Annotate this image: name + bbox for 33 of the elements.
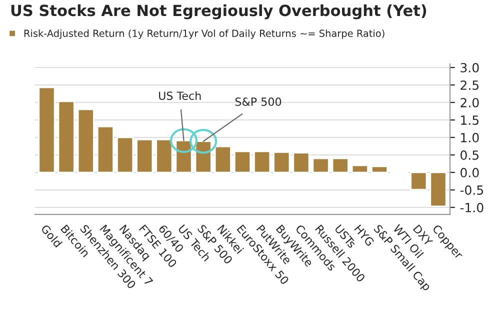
y-tick-label: 1.0 (461, 132, 479, 142)
annotation: S&P 500 (235, 98, 282, 106)
bar (410, 172, 428, 190)
bar (116, 136, 134, 174)
bar (254, 150, 271, 174)
y-tick-label: 3.0 (460, 62, 479, 72)
y-tick-label: 2.0 (460, 98, 479, 108)
bar (292, 152, 310, 174)
y-tick-label: 0.5 (460, 150, 479, 160)
bar (214, 146, 232, 174)
bar (77, 108, 94, 174)
bar (351, 164, 368, 174)
legend-label: Risk-Adjusted Return (1y Return/1yr Vol of Daily Returns ~= Sharpe Ratio) (24, 29, 384, 39)
bar (175, 140, 192, 174)
chart-title: US Stocks Are Not Egregiously Overbought (Yet) (11, 4, 426, 20)
bar (38, 86, 56, 174)
bar (234, 150, 252, 174)
bar (273, 151, 290, 174)
bar (156, 138, 173, 174)
y-tick-label: 2.5 (460, 80, 479, 90)
bar (371, 166, 388, 174)
bar (136, 138, 154, 174)
bar (58, 100, 75, 174)
y-tick-label: 1.5 (461, 116, 479, 125)
bar (194, 140, 212, 174)
annotation: US Tech (159, 91, 201, 100)
bar (96, 126, 114, 174)
bar (312, 158, 330, 174)
bar (430, 172, 447, 208)
y-tick-label: -1.0 (460, 202, 484, 212)
y-tick-label: 0.0 (460, 168, 479, 178)
bar (332, 158, 349, 174)
y-tick-label: -0.5 (460, 185, 484, 195)
